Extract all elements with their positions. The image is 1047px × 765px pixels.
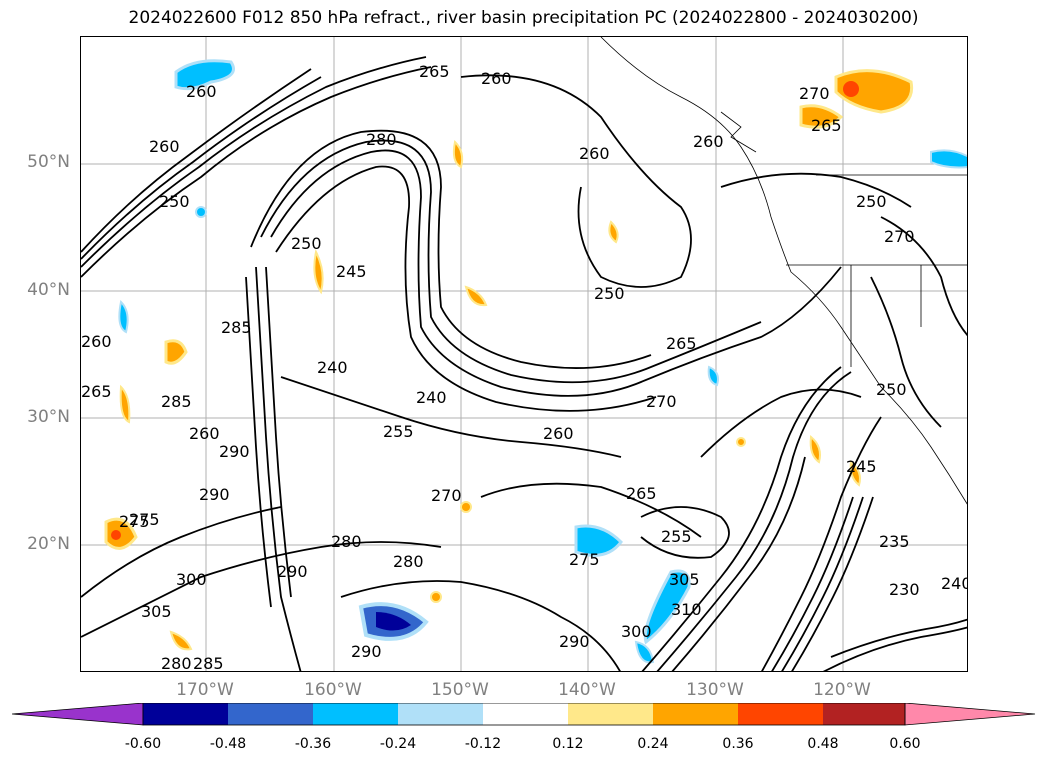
contour-label: 245 [336, 262, 367, 281]
contour-label: 245 [846, 457, 877, 476]
colorbar-segment [313, 703, 398, 725]
map-canvas: 265 260 270 265 260 260 260 280 260 250 … [81, 37, 968, 672]
contour-label: 260 [579, 144, 610, 163]
colorbar-tick: -0.24 [379, 736, 417, 752]
contour-label: 250 [291, 234, 322, 253]
contour-label: 285 [161, 392, 192, 411]
contour-label: 300 [621, 622, 652, 641]
contour-label: 260 [186, 82, 217, 101]
contour-label: 280 [393, 552, 424, 571]
contour-label: 275 [119, 512, 150, 531]
coastline [600, 37, 967, 505]
colorbar-tick: -0.36 [294, 736, 332, 752]
colorbar-segment [143, 703, 228, 725]
contour-label: 290 [199, 485, 230, 504]
contour-label: 270 [431, 486, 462, 505]
contour-labels: 265 260 270 265 260 260 260 280 260 250 … [81, 62, 968, 672]
colorbar-segment [653, 703, 738, 725]
contour-label: 260 [81, 332, 112, 351]
colorbar-high-extend [904, 703, 1036, 726]
colorbar-tick: 0.12 [552, 736, 584, 752]
contour-label: 265 [81, 382, 112, 401]
contour-label: 265 [811, 116, 842, 135]
contour-label: 250 [594, 284, 625, 303]
colorbar-tick: -0.48 [209, 736, 247, 752]
lat-label-40n: 40°N [27, 280, 70, 300]
lon-label-120w: 120°W [813, 680, 871, 700]
contour-label: 260 [693, 132, 724, 151]
colorbar-segment [398, 703, 483, 725]
contour-label: 260 [189, 424, 220, 443]
colorbar-tick: -0.12 [464, 736, 502, 752]
contour-label: 280 [161, 654, 192, 672]
contour-label: 305 [141, 602, 172, 621]
contour-label: 265 [419, 62, 450, 81]
contour-label: 250 [159, 192, 190, 211]
contour-label: 305 [669, 570, 700, 589]
contour-label: 270 [799, 84, 830, 103]
contour-label: 230 [889, 580, 920, 599]
contour-label: 290 [277, 562, 308, 581]
contour-label: 285 [221, 318, 252, 337]
contour-label: 270 [884, 227, 915, 246]
map-title: 2024022600 F012 850 hPa refract., river … [128, 8, 919, 28]
colorbar-tick: -0.60 [124, 736, 162, 752]
colorbar-tick: 0.36 [722, 736, 754, 752]
lat-label-20n: 20°N [27, 534, 70, 554]
contour-label: 290 [351, 642, 382, 661]
contour-label: 250 [876, 380, 907, 399]
contour-label: 310 [671, 600, 702, 619]
contour-label: 290 [219, 442, 250, 461]
map-panel: 265 260 270 265 260 260 260 280 260 250 … [80, 36, 968, 672]
colorbar-segment [483, 703, 568, 725]
contour-label: 255 [661, 527, 692, 546]
colorbar-segment [738, 703, 823, 725]
colorbar [12, 703, 1036, 726]
colorbar-tick: 0.48 [807, 736, 839, 752]
colorbar-tick: 0.24 [637, 736, 669, 752]
contour-label: 265 [626, 484, 657, 503]
graticule [81, 37, 967, 671]
colorbar-segment [568, 703, 653, 725]
contour-label: 255 [383, 422, 414, 441]
contour-label: 270 [646, 392, 677, 411]
contour-label: 275 [569, 550, 600, 569]
contour-label: 300 [176, 570, 207, 589]
colorbar-low-extend [12, 703, 144, 726]
contour-label: 280 [331, 532, 362, 551]
lat-label-50n: 50°N [27, 152, 70, 172]
contour-label: 285 [193, 654, 224, 672]
contour-label: 260 [149, 137, 180, 156]
lon-label-150w: 150°W [431, 680, 489, 700]
lon-label-130w: 130°W [686, 680, 744, 700]
contour-label: 265 [666, 334, 697, 353]
lon-label-170w: 170°W [176, 680, 234, 700]
colorbar-segment [823, 703, 905, 725]
contour-label: 290 [559, 632, 590, 651]
contour-label: 250 [856, 192, 887, 211]
precip-shading [104, 59, 967, 664]
contour-label: 260 [481, 69, 512, 88]
lat-label-30n: 30°N [27, 407, 70, 427]
contour-label: 240 [317, 358, 348, 377]
contour-label: 275 [129, 510, 160, 529]
lon-label-140w: 140°W [558, 680, 616, 700]
refractivity-contours [81, 56, 967, 671]
contour-label: 280 [366, 130, 397, 149]
contour-label: 260 [543, 424, 574, 443]
colorbar-tick: 0.60 [889, 736, 921, 752]
lon-label-160w: 160°W [304, 680, 362, 700]
colorbar-segment [228, 703, 313, 725]
contour-label: 240 [416, 388, 447, 407]
contour-label: 240 [941, 574, 968, 593]
contour-label: 235 [879, 532, 910, 551]
